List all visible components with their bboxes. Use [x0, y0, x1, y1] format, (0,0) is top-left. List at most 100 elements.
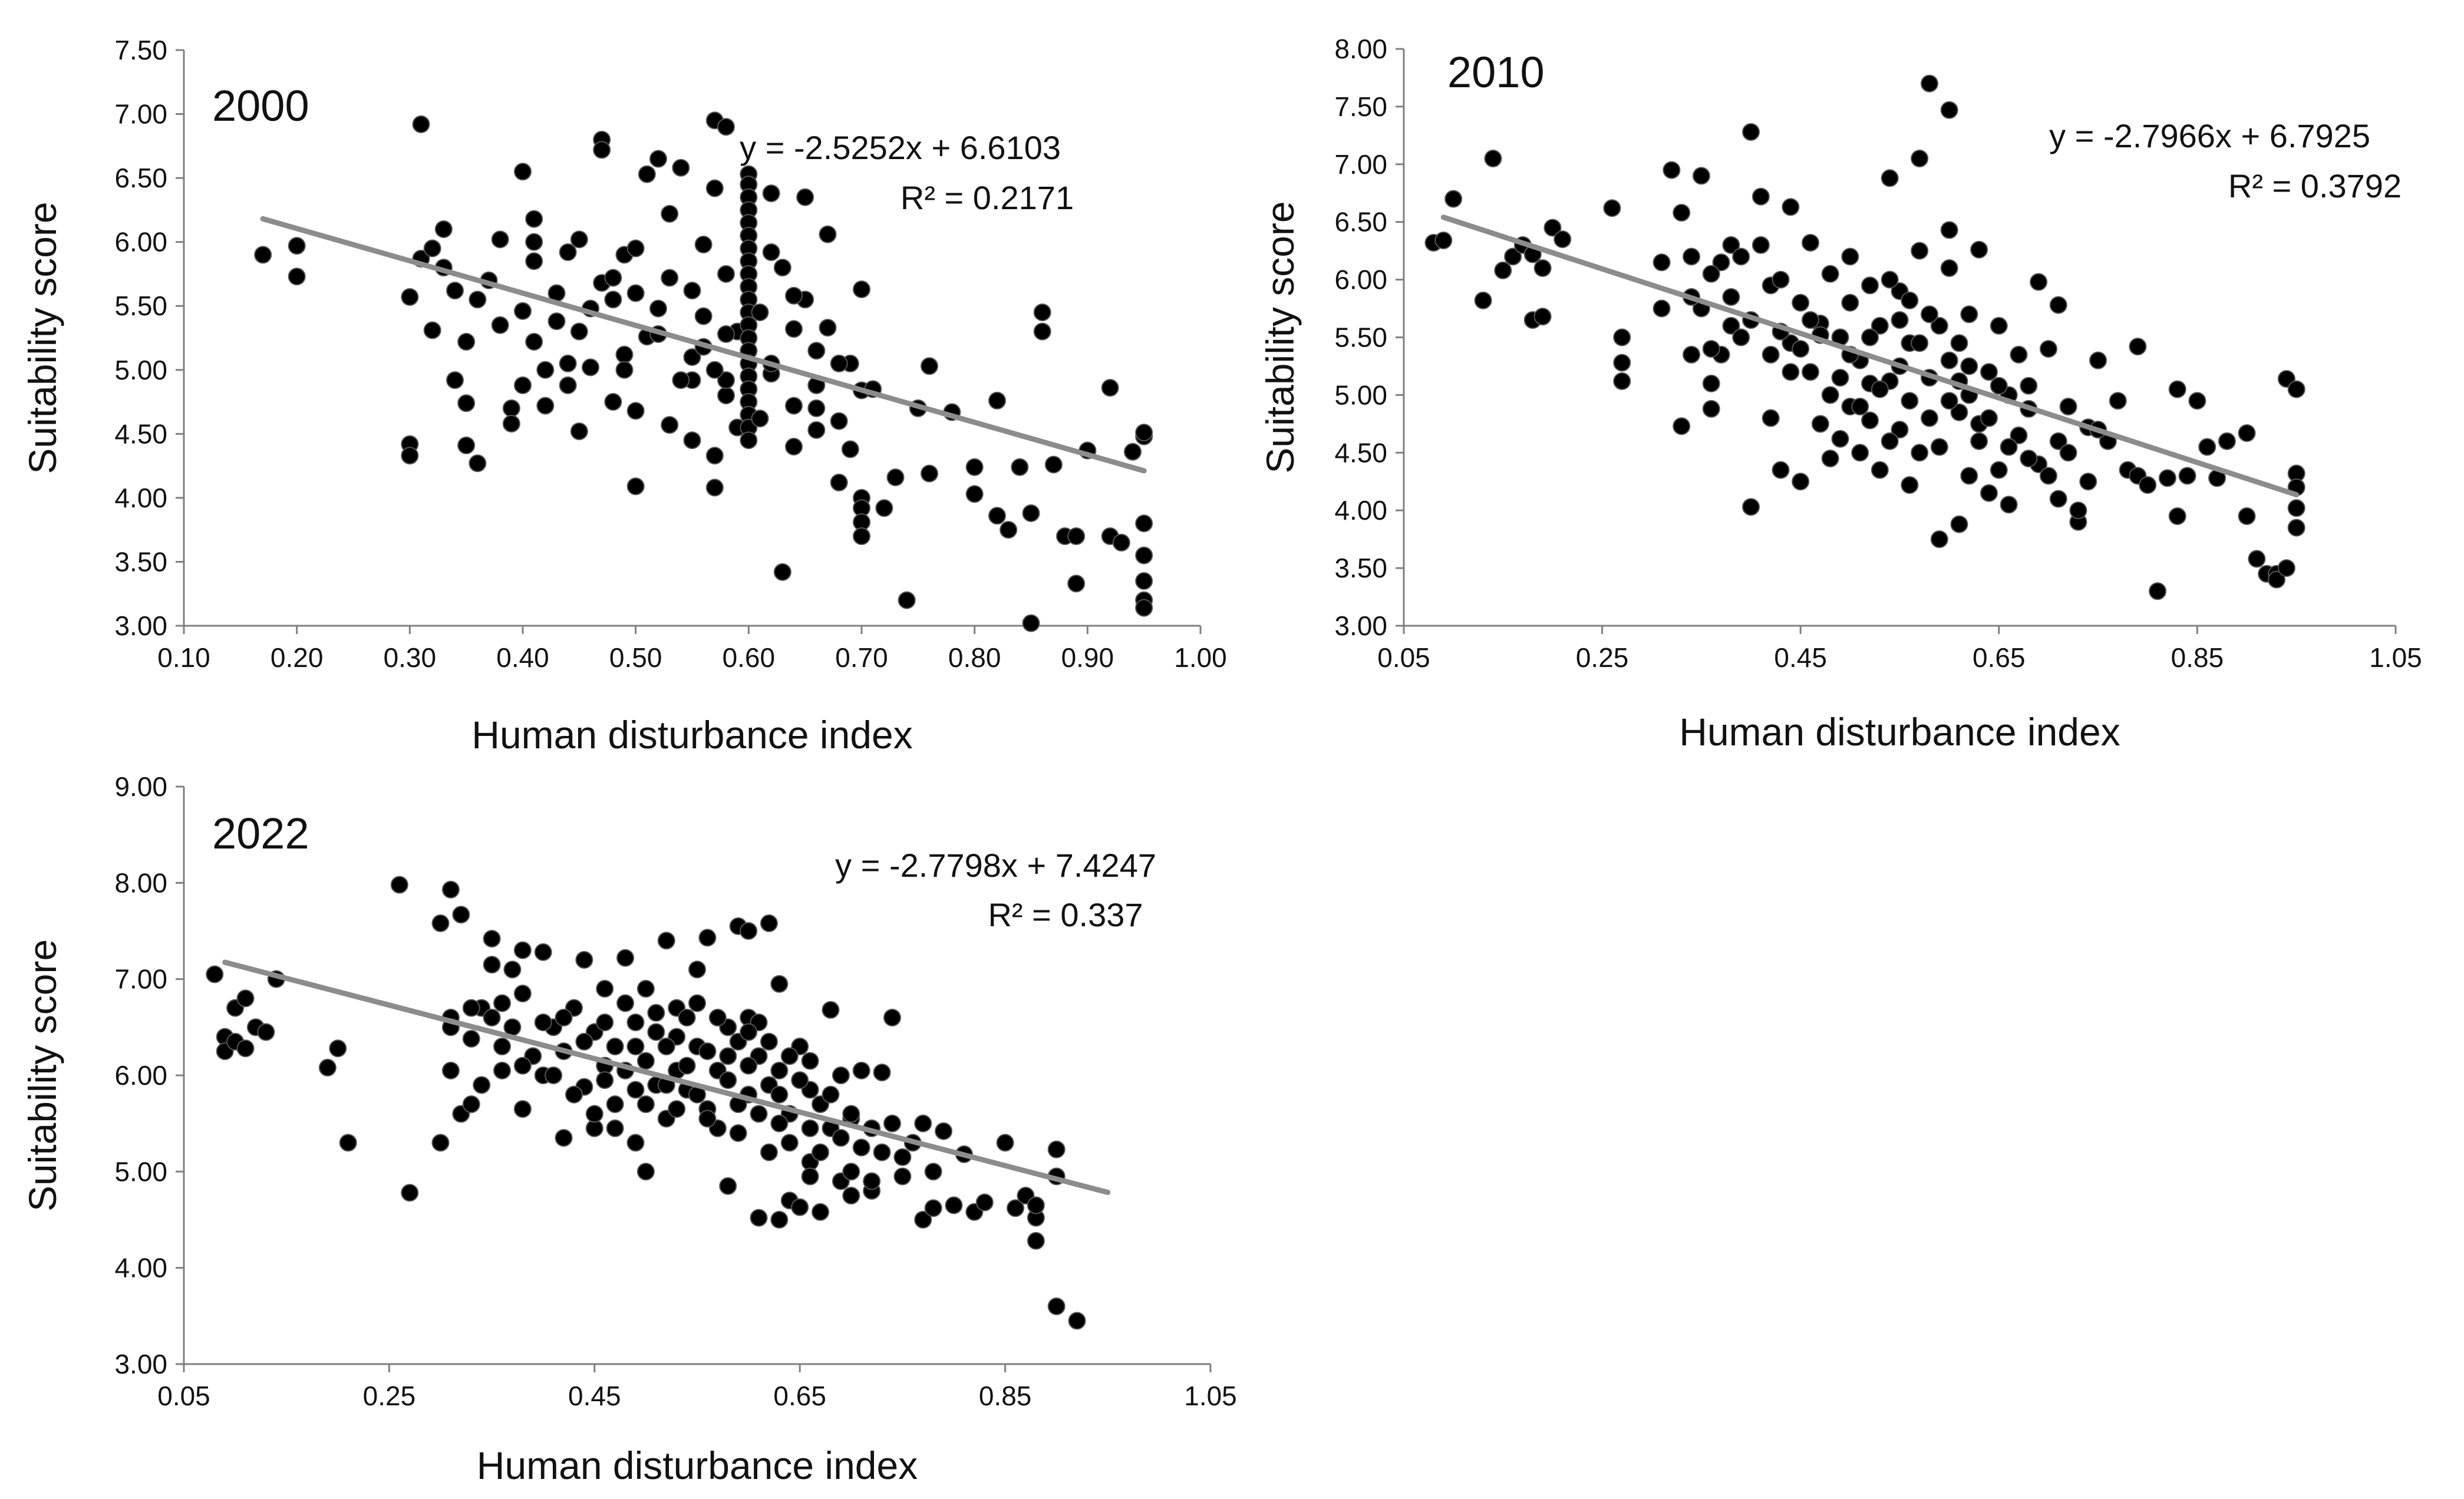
scatter-point — [1743, 124, 1759, 140]
y-tick-label: 3.50 — [1334, 553, 1387, 583]
x-tick-label: 0.80 — [948, 642, 1001, 673]
scatter-point — [1048, 1141, 1065, 1158]
scatter-point — [1763, 410, 1779, 427]
scatter-point — [526, 234, 542, 250]
r-squared-label: R² = 0.337 — [988, 896, 1143, 933]
scatter-point — [1554, 231, 1571, 247]
scatter-point — [1852, 398, 1868, 415]
scatter-point — [853, 528, 870, 544]
scatter-point — [413, 116, 430, 133]
scatter-point — [458, 334, 474, 350]
scatter-point — [2219, 433, 2235, 450]
scatter-point — [1802, 364, 1819, 380]
scatter-point — [605, 269, 621, 286]
year-label: 2022 — [212, 809, 309, 858]
scatter-point — [763, 244, 780, 260]
scatter-point — [627, 1082, 644, 1098]
scatter-point — [401, 289, 418, 305]
scatter-point — [433, 1134, 449, 1151]
scatter-point — [695, 308, 712, 325]
x-tick-label: 0.10 — [157, 642, 210, 673]
scatter-point — [484, 956, 500, 973]
scatter-point — [2001, 496, 2017, 513]
y-tick-label: 5.50 — [114, 290, 167, 321]
y-tick-label: 6.50 — [1334, 207, 1387, 237]
x-tick-label: 0.85 — [979, 1381, 1032, 1411]
x-tick-label: 0.25 — [363, 1381, 416, 1411]
scatter-point — [638, 1053, 654, 1069]
trendline — [225, 962, 1108, 1192]
scatter-point — [401, 1184, 418, 1201]
scatter-point — [808, 342, 824, 359]
scatter-point — [566, 1087, 582, 1103]
scatter-point — [1931, 531, 1948, 547]
x-tick-label: 0.45 — [568, 1381, 621, 1411]
y-tick-label: 4.50 — [114, 418, 167, 449]
scatter-point — [1991, 462, 2007, 478]
scatter-point — [447, 282, 463, 299]
scatter-point — [206, 966, 223, 983]
x-tick-label: 0.65 — [773, 1381, 826, 1411]
scatter-point — [537, 398, 553, 414]
scatter-point — [1911, 150, 1928, 167]
scatter-point — [628, 478, 644, 494]
y-tick-label: 7.00 — [114, 964, 167, 995]
scatter-point — [1802, 312, 1819, 328]
scatter-point — [925, 1200, 942, 1216]
scatter-point — [453, 906, 469, 923]
scatter-point — [679, 1058, 695, 1074]
regression-equation: y = -2.5252x + 6.6103 — [740, 129, 1061, 166]
scatter-point — [1069, 1313, 1086, 1329]
scatter-point — [1882, 170, 1898, 186]
scatter-point — [1703, 266, 1720, 282]
scatter-point — [843, 1187, 859, 1204]
y-tick-label: 4.00 — [114, 483, 167, 513]
y-tick-label: 3.00 — [1334, 610, 1387, 641]
scatter-point — [1034, 323, 1051, 340]
scatter-point — [752, 304, 768, 321]
scatter-point — [2040, 467, 2057, 484]
scatter-point — [514, 985, 531, 1002]
scatter-point — [1842, 248, 1858, 265]
scatter-point — [808, 400, 824, 417]
scatter-point — [1971, 242, 1987, 258]
y-tick-label: 7.00 — [1334, 149, 1387, 180]
scatter-point — [571, 323, 588, 340]
scatter-point — [672, 160, 689, 176]
x-tick-label: 0.60 — [723, 642, 776, 673]
scatter-point — [391, 877, 408, 893]
scatter-point — [761, 915, 777, 932]
scatter-point — [925, 1163, 942, 1180]
r-squared-label: R² = 0.2171 — [901, 179, 1074, 216]
scatter-point — [833, 1067, 849, 1084]
scatter-point — [627, 1038, 644, 1055]
x-tick-label: 0.25 — [1576, 642, 1629, 673]
scatter-point — [833, 1130, 849, 1146]
y-tick-label: 7.50 — [1334, 91, 1387, 122]
scatter-point — [650, 301, 667, 317]
scatter-point — [494, 1062, 510, 1079]
scatter-point — [463, 1096, 480, 1112]
scatter-point — [884, 1009, 901, 1026]
scatter-point — [699, 1111, 715, 1127]
scatter-point — [661, 417, 678, 433]
scatter-point — [1822, 266, 1839, 282]
scatter-point — [946, 1197, 962, 1214]
scatter-point — [997, 1134, 1014, 1151]
y-tick-label: 3.00 — [114, 1349, 167, 1379]
scatter-point — [935, 1123, 952, 1140]
scatter-point — [1034, 304, 1051, 321]
scatter-point — [2050, 297, 2067, 313]
scatter-point — [1941, 260, 1958, 276]
scatter-point — [967, 486, 983, 502]
scatter-point — [1911, 243, 1928, 259]
scatter-point — [1028, 1233, 1044, 1249]
y-tick-label: 4.00 — [1334, 495, 1387, 526]
scatter-point — [1991, 378, 2007, 394]
scatter-point — [781, 1048, 798, 1064]
regression-equation: y = -2.7798x + 7.4247 — [835, 847, 1156, 884]
scatter-point — [1901, 292, 1918, 309]
scatter-point — [1023, 615, 1040, 632]
scatter-point — [740, 432, 757, 448]
scatter-point — [771, 1087, 787, 1103]
